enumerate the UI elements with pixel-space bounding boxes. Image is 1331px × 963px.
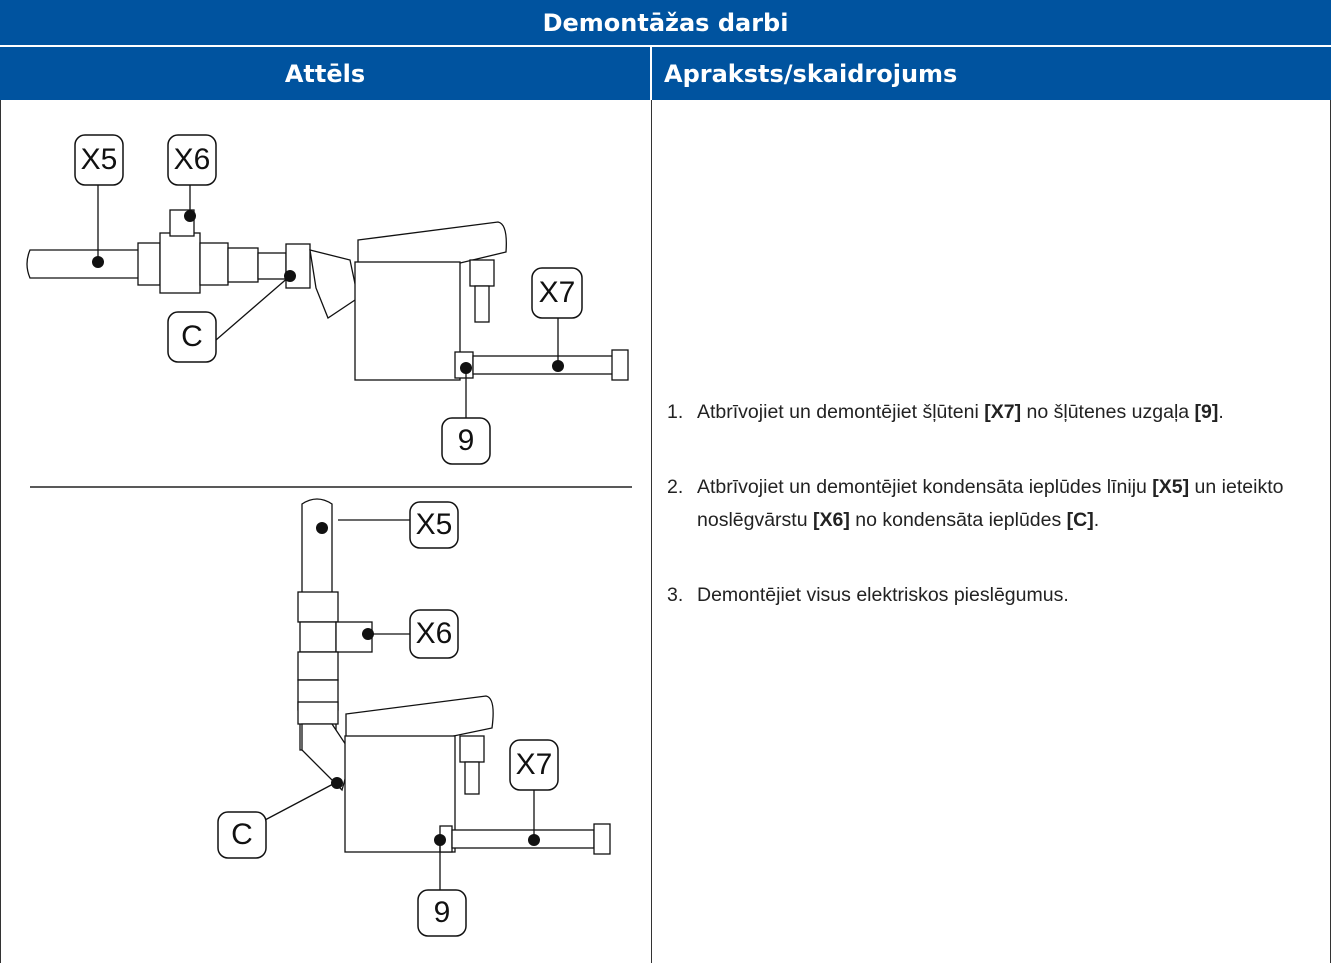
step-reference: [C] [1066, 509, 1094, 531]
step: 1. Atbrīvojiet un demontējiet šļūteni [X7… [667, 396, 1317, 429]
step-number: 1. [667, 401, 684, 423]
callout-dot [184, 210, 196, 222]
figure-2: X5 X6 C X7 9 [217, 498, 611, 937]
callout-label: X6 [174, 143, 211, 176]
drawing-part [199, 242, 229, 286]
drawing-part [459, 735, 485, 763]
step-reference: [X6] [812, 509, 850, 531]
step-reference: [9] [1194, 401, 1219, 423]
drawing-part [309, 249, 359, 319]
step-number: 3. [667, 584, 684, 606]
callout-dot [331, 777, 343, 789]
step-text-part: Demontējiet visus elektriskos pieslēgumu… [697, 584, 1069, 606]
drawing-part [257, 252, 287, 280]
callout-label: 9 [434, 896, 451, 929]
drawing-part [451, 829, 595, 849]
callout-dot [528, 834, 540, 846]
drawing-part [354, 261, 461, 381]
step-text-part: . [1093, 509, 1100, 531]
callout-dot [460, 362, 472, 374]
callout-box [74, 134, 124, 186]
callout-label: X7 [539, 276, 576, 309]
step-text-part: Atbrīvojiet un demontējiet šļūteni [697, 401, 985, 423]
step-text: Atbrīvojiet un demontējiet šļūteni [X7] … [697, 396, 1317, 429]
drawing-part [472, 355, 614, 375]
callout-label: X6 [416, 617, 453, 650]
callout-dot [316, 522, 328, 534]
step-list: 1. Atbrīvojiet un demontējiet šļūteni [X7… [667, 396, 1317, 654]
drawing-part [297, 651, 339, 681]
callout-label: C [231, 818, 253, 851]
drawing-part [345, 695, 494, 739]
drawing-part [301, 498, 333, 605]
callout-box [531, 267, 583, 319]
callout-box [217, 811, 267, 859]
step-text-part: un ieteikto noslēgvārstu [697, 476, 1284, 531]
drawing-part [357, 221, 507, 265]
drawing-part [297, 701, 339, 725]
callout-dot [434, 834, 446, 846]
drawing-part [227, 247, 259, 283]
column-header: Apraksts/skaidrojums [652, 47, 1331, 100]
callout-label: 9 [458, 424, 475, 457]
drawing-part [469, 259, 495, 287]
callout-box [167, 311, 217, 363]
step-text-part: . [1218, 401, 1224, 423]
callout-box [409, 609, 459, 659]
callout-label: X7 [516, 748, 553, 781]
step-text: Demontējiet visus elektriskos pieslēgumu… [697, 579, 1317, 612]
drawing-part [26, 249, 141, 279]
drawing-part [611, 349, 629, 381]
step-text-part: no kondensāta ieplūdes [849, 509, 1067, 531]
figures: X5 X6 C X7 9 X5 X6 [26, 134, 632, 937]
callout-dot [92, 256, 104, 268]
step: 3. Demontējiet visus elektriskos pieslēgu… [667, 579, 1317, 612]
drawing-part [593, 823, 611, 855]
callout-label: C [181, 320, 203, 353]
step-reference: [X7] [984, 401, 1022, 423]
drawing-part [464, 761, 480, 795]
step-text-part: Atbrīvojiet un demontējiet kondensāta ie… [697, 476, 1153, 498]
drawing-part [344, 735, 456, 853]
step-reference: [X5] [1152, 476, 1190, 498]
drawing-part [297, 591, 339, 623]
callout-dot [362, 628, 374, 640]
callout-box [409, 501, 459, 549]
callout-dot [552, 360, 564, 372]
drawing-part [299, 621, 337, 653]
leader-line [215, 275, 291, 341]
drawing-part [137, 242, 161, 286]
callout-box [509, 739, 559, 791]
callout-box [441, 417, 491, 465]
callout-box [417, 889, 467, 937]
callout-dot [284, 270, 296, 282]
drawing-part [159, 232, 201, 294]
column-divider [651, 100, 652, 963]
column-header: Attēls [0, 47, 651, 100]
step-number: 2. [667, 476, 684, 498]
drawing-part [474, 285, 490, 323]
callout-box [167, 134, 217, 186]
callout-label: X5 [416, 508, 453, 541]
step-text-part: no šļūtenes uzgaļa [1021, 401, 1195, 423]
figure-1: X5 X6 C X7 9 [26, 134, 629, 465]
callout-label: X5 [81, 143, 118, 176]
step: 2. Atbrīvojiet un demontējiet kondensāta … [667, 471, 1317, 537]
step-text: Atbrīvojiet un demontējiet kondensāta ie… [697, 471, 1317, 537]
drawing-part [169, 209, 195, 237]
table-title: Demontāžas darbi [0, 0, 1331, 46]
leader-line [264, 782, 336, 821]
